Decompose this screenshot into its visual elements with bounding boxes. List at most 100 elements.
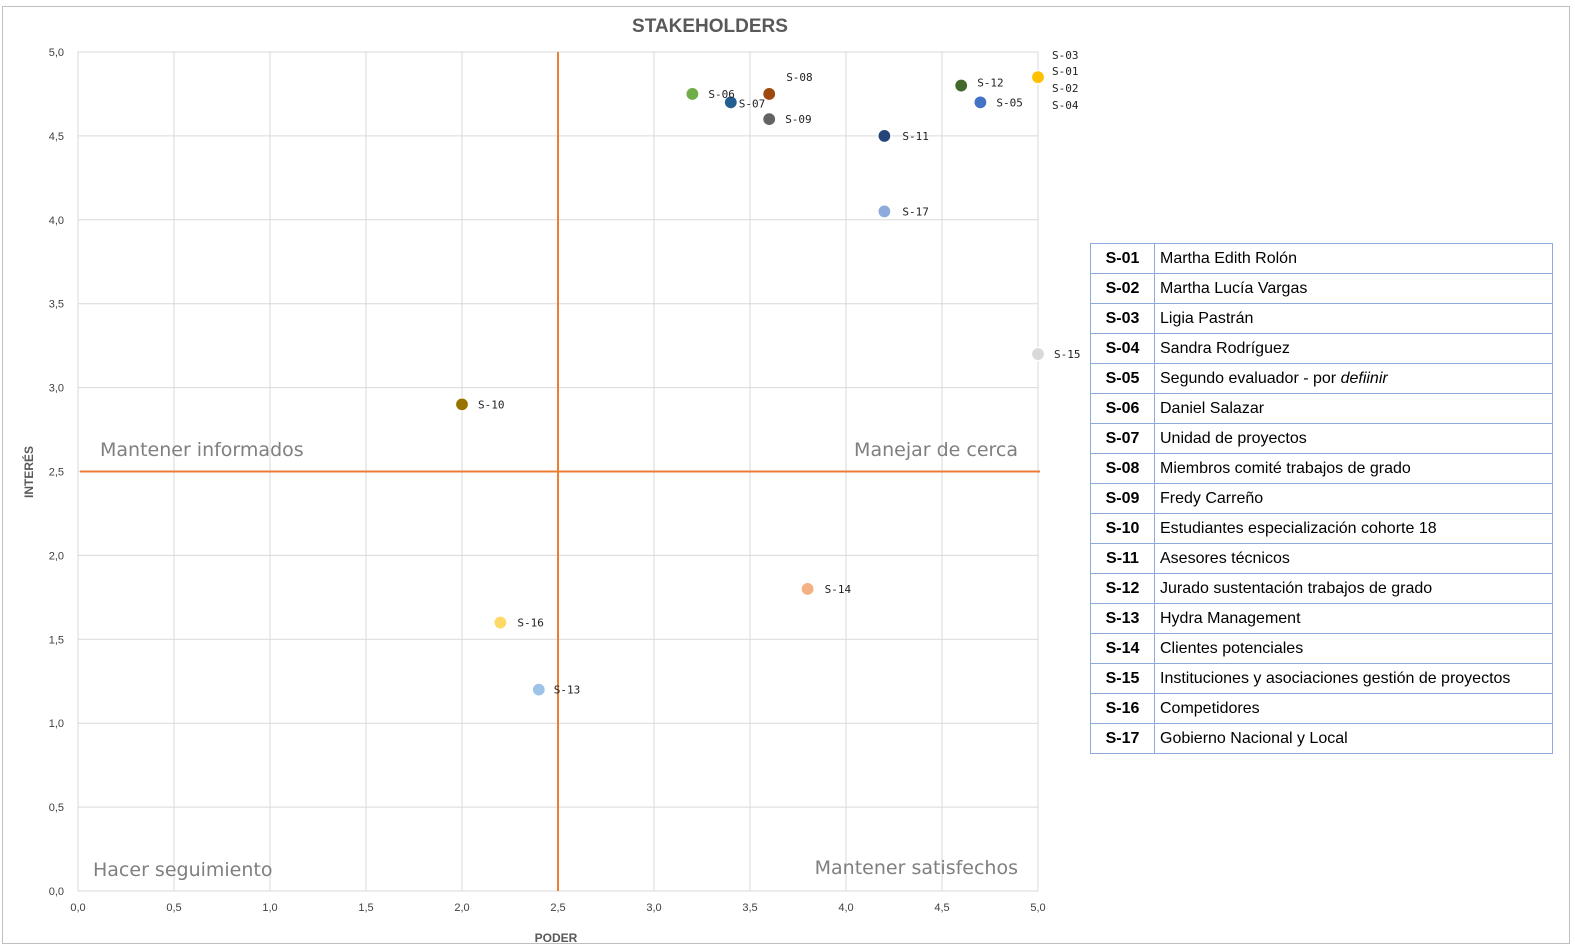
x-tick-label: 0,0 <box>70 902 85 914</box>
point-s-06 <box>685 86 700 102</box>
point-s-16 <box>493 615 508 630</box>
point-label-s-04: S-04 <box>1052 99 1079 112</box>
legend-name-text: Martha Edith Rolón <box>1160 249 1297 267</box>
legend-name-text: Clientes potenciales <box>1160 639 1304 657</box>
legend-name-text: Asesores técnicos <box>1160 549 1290 567</box>
point-label-s-14: S-14 <box>825 583 852 596</box>
legend-name-text: Hydra Management <box>1160 609 1301 627</box>
x-tick-label: 0,5 <box>166 902 181 914</box>
legend-name: Estudiantes especialización cohorte 18 <box>1154 513 1553 544</box>
legend-code: S-11 <box>1090 543 1155 574</box>
x-axis-title: PODER <box>535 931 578 945</box>
legend-row: S-15 Instituciones y asociaciones gestión… <box>1090 663 1553 694</box>
quadrant-label-top-right: Manejar de cerca <box>854 439 1018 461</box>
point-label-s-16: S-16 <box>517 617 544 630</box>
legend-row: S-13 Hydra Management <box>1090 603 1553 634</box>
stakeholder-legend-table: S-01 Martha Edith Rolón S-02 Martha Lucía V… <box>1090 243 1553 754</box>
quadrant-label-top-left: Mantener informados <box>100 439 304 461</box>
x-tick-label: 2,0 <box>454 902 469 914</box>
legend-name: Competidores <box>1154 693 1553 724</box>
point-s-17 <box>877 204 892 219</box>
legend-name-text: Jurado sustentación trabajos de grado <box>1160 579 1433 597</box>
legend-name-text: Unidad de proyectos <box>1160 429 1307 447</box>
chart-frame <box>2 6 1570 944</box>
point-s-11 <box>877 128 892 143</box>
legend-name: Sandra Rodríguez <box>1154 333 1553 364</box>
legend-code: S-06 <box>1090 393 1155 424</box>
quadrant-label-bottom-left: Hacer seguimiento <box>93 859 272 881</box>
x-tick-label: 4,0 <box>838 902 853 914</box>
point-label-s-06: S-06 <box>708 88 735 101</box>
legend-name-text: Segundo evaluador - por <box>1160 369 1337 387</box>
point-labels: S-03 S-01 S-02 S-04 S-05 S-06 S-07 S-08 S-09 S-10… <box>478 49 1081 696</box>
point-label-s-09: S-09 <box>785 113 812 126</box>
legend-code: S-07 <box>1090 423 1155 454</box>
point-s-09 <box>762 112 777 127</box>
legend-name: Daniel Salazar <box>1154 393 1553 424</box>
point-s-05 <box>973 95 988 110</box>
point-label-s-15: S-15 <box>1054 348 1081 361</box>
legend-code: S-12 <box>1090 573 1155 604</box>
legend-name: Instituciones y asociaciones gestión de … <box>1154 663 1553 694</box>
point-s-13 <box>531 682 546 697</box>
legend-code: S-05 <box>1090 363 1155 394</box>
point-s-14 <box>800 581 815 597</box>
legend-code: S-14 <box>1090 633 1155 664</box>
y-tick-label: 1,0 <box>49 718 64 730</box>
legend-name-text: Estudiantes especialización cohorte 18 <box>1160 519 1437 537</box>
legend-code: S-08 <box>1090 453 1155 484</box>
legend-name-text: Sandra Rodríguez <box>1160 339 1290 357</box>
x-tick-label: 4,5 <box>934 902 949 914</box>
x-tick-label: 3,0 <box>646 902 661 914</box>
legend-row: S-02 Martha Lucía Vargas <box>1090 273 1553 304</box>
legend-code: S-10 <box>1090 513 1155 544</box>
point-label-s-02: S-02 <box>1052 82 1079 95</box>
point-label-s-01: S-01 <box>1052 65 1079 78</box>
legend-name: Fredy Carreño <box>1154 483 1553 514</box>
legend-row: S-10 Estudiantes especialización cohorte … <box>1090 513 1553 544</box>
legend-name: Hydra Management <box>1154 603 1553 634</box>
legend-row: S-06 Daniel Salazar <box>1090 393 1553 424</box>
y-tick-label: 3,5 <box>49 299 64 311</box>
legend-code: S-04 <box>1090 333 1155 364</box>
legend-name-text: Miembros comité trabajos de grado <box>1160 459 1411 477</box>
y-tick-label: 2,5 <box>49 467 64 479</box>
legend-code: S-09 <box>1090 483 1155 514</box>
legend-row: S-17 Gobierno Nacional y Local <box>1090 723 1553 754</box>
y-tick-label: 0,5 <box>49 802 64 814</box>
legend-row: S-01 Martha Edith Rolón <box>1090 243 1553 274</box>
y-tick-label: 3,0 <box>49 383 64 395</box>
legend-code: S-17 <box>1090 723 1155 754</box>
point-label-s-07: S-07 <box>739 97 766 110</box>
legend-name: Asesores técnicos <box>1154 543 1553 574</box>
point-s-12 <box>954 78 969 93</box>
legend-name-text: Fredy Carreño <box>1160 489 1264 507</box>
legend-name: Gobierno Nacional y Local <box>1154 723 1553 754</box>
legend-name-text: Daniel Salazar <box>1160 399 1265 417</box>
legend-name-text: Martha Lucía Vargas <box>1160 279 1308 297</box>
x-tick-label: 1,0 <box>262 902 277 914</box>
point-s-04 <box>1030 70 1046 85</box>
legend-name: Ligia Pastrán <box>1154 303 1553 334</box>
point-s-15 <box>1030 346 1046 362</box>
point-label-s-03: S-03 <box>1052 49 1079 62</box>
legend-name: Martha Edith Rolón <box>1154 243 1553 274</box>
point-label-s-12: S-12 <box>977 77 1004 90</box>
quadrant-lines <box>80 52 1040 891</box>
point-label-s-10: S-10 <box>478 398 505 411</box>
axis-ticks: 0,0 0,5 1,0 1,5 2,0 2,5 3,0 3,5 4,0 4,5 5,0 0,0 0,5 1… <box>49 47 1046 914</box>
point-label-s-08: S-08 <box>786 71 813 84</box>
legend-name: Clientes potenciales <box>1154 633 1553 664</box>
legend-name: Miembros comité trabajos de grado <box>1154 453 1553 484</box>
point-s-10 <box>454 397 470 412</box>
legend-name: Jurado sustentación trabajos de grado <box>1154 573 1553 604</box>
point-s-08 <box>762 86 777 102</box>
legend-code: S-15 <box>1090 663 1155 694</box>
legend-name-text: Gobierno Nacional y Local <box>1160 729 1348 747</box>
legend-name: Martha Lucía Vargas <box>1154 273 1553 304</box>
y-tick-label: 0,0 <box>49 886 64 898</box>
point-label-s-11: S-11 <box>902 130 929 143</box>
legend-row: S-08 Miembros comité trabajos de grado <box>1090 453 1553 484</box>
legend-name-text: Ligia Pastrán <box>1160 309 1254 327</box>
